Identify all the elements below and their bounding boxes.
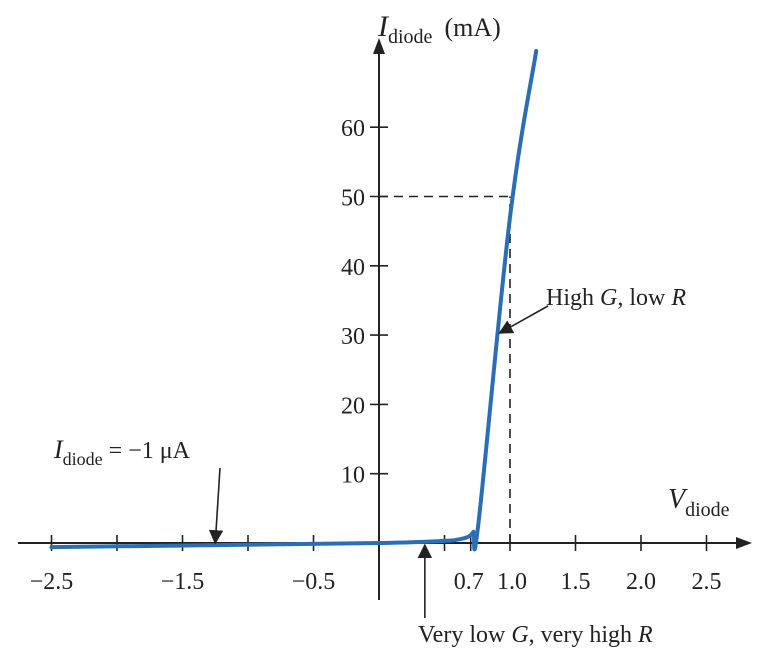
reference-lines (379, 195, 511, 543)
y-tick-label-4: 50 (341, 186, 365, 212)
annotation-low-conductance-part2: G (511, 622, 528, 648)
x-axis-label-sub: diode (685, 499, 730, 521)
y-tick-label-1: 20 (341, 393, 365, 419)
x-axis-label: Vdiode (668, 484, 730, 521)
axis-tick-labels: −2.5 −1.5 −0.5 0.7 1.0 1.5 2.0 2.5 10 20 30 40 50 60 (30, 116, 722, 595)
y-axis-label-sub: diode (388, 26, 433, 48)
x-tick-label-3: 0.7 (454, 569, 484, 595)
series (49, 48, 539, 552)
y-tick-label-2: 30 (341, 324, 365, 350)
annotation-high-conductance: High G, low R (498, 285, 686, 334)
x-tick-label-5: 1.5 (561, 569, 591, 595)
annotation-low-conductance-part1: Very low (418, 622, 511, 648)
annotation-reverse-current-arrow (208, 467, 224, 545)
annotation-reverse-current-text: Idiode = −1 μA (53, 435, 191, 469)
annotation-reverse-current: Idiode = −1 μA (53, 435, 224, 545)
annotation-reverse-current-rest: = −1 μA (103, 438, 191, 464)
annotation-high-conductance-part1: High (546, 285, 600, 311)
annotation-low-conductance-part3: , very high (529, 622, 638, 648)
annotation-high-conductance-arrow (498, 305, 549, 334)
annotation-reverse-current-sub: diode (63, 449, 103, 469)
series-line-0 (49, 48, 539, 552)
x-tick-label-1: −1.5 (161, 569, 205, 595)
x-axis-arrowhead (736, 537, 752, 549)
annotation-high-conductance-part2: G (600, 285, 617, 311)
y-tick-label-3: 40 (341, 255, 365, 281)
x-axis-label-main: V (668, 484, 688, 515)
y-axis-label-unit: (mA) (444, 13, 500, 42)
y-tick-label-0: 10 (341, 463, 365, 489)
annotation-low-conductance: Very low G, very high R (417, 543, 653, 648)
annotation-reverse-current-main: I (53, 435, 64, 464)
axes (18, 38, 752, 600)
x-tick-label-6: 2.0 (626, 569, 656, 595)
x-tick-label-7: 2.5 (692, 569, 722, 595)
y-tick-label-5: 60 (341, 116, 365, 142)
annotation-low-conductance-part4: R (637, 622, 653, 648)
y-axis-label: Idiode (mA) (377, 10, 501, 48)
y-axis-arrowhead (373, 38, 385, 54)
x-tick-label-4: 1.0 (497, 569, 527, 595)
annotation-high-conductance-part4: R (670, 285, 686, 311)
y-axis-label-main: I (377, 10, 390, 43)
annotation-high-conductance-text: High G, low R (546, 285, 686, 311)
annotation-high-conductance-part3: , low (617, 285, 671, 311)
x-tick-label-0: −2.5 (30, 569, 74, 595)
annotation-low-conductance-text: Very low G, very high R (418, 622, 653, 648)
x-tick-label-2: −0.5 (292, 569, 336, 595)
